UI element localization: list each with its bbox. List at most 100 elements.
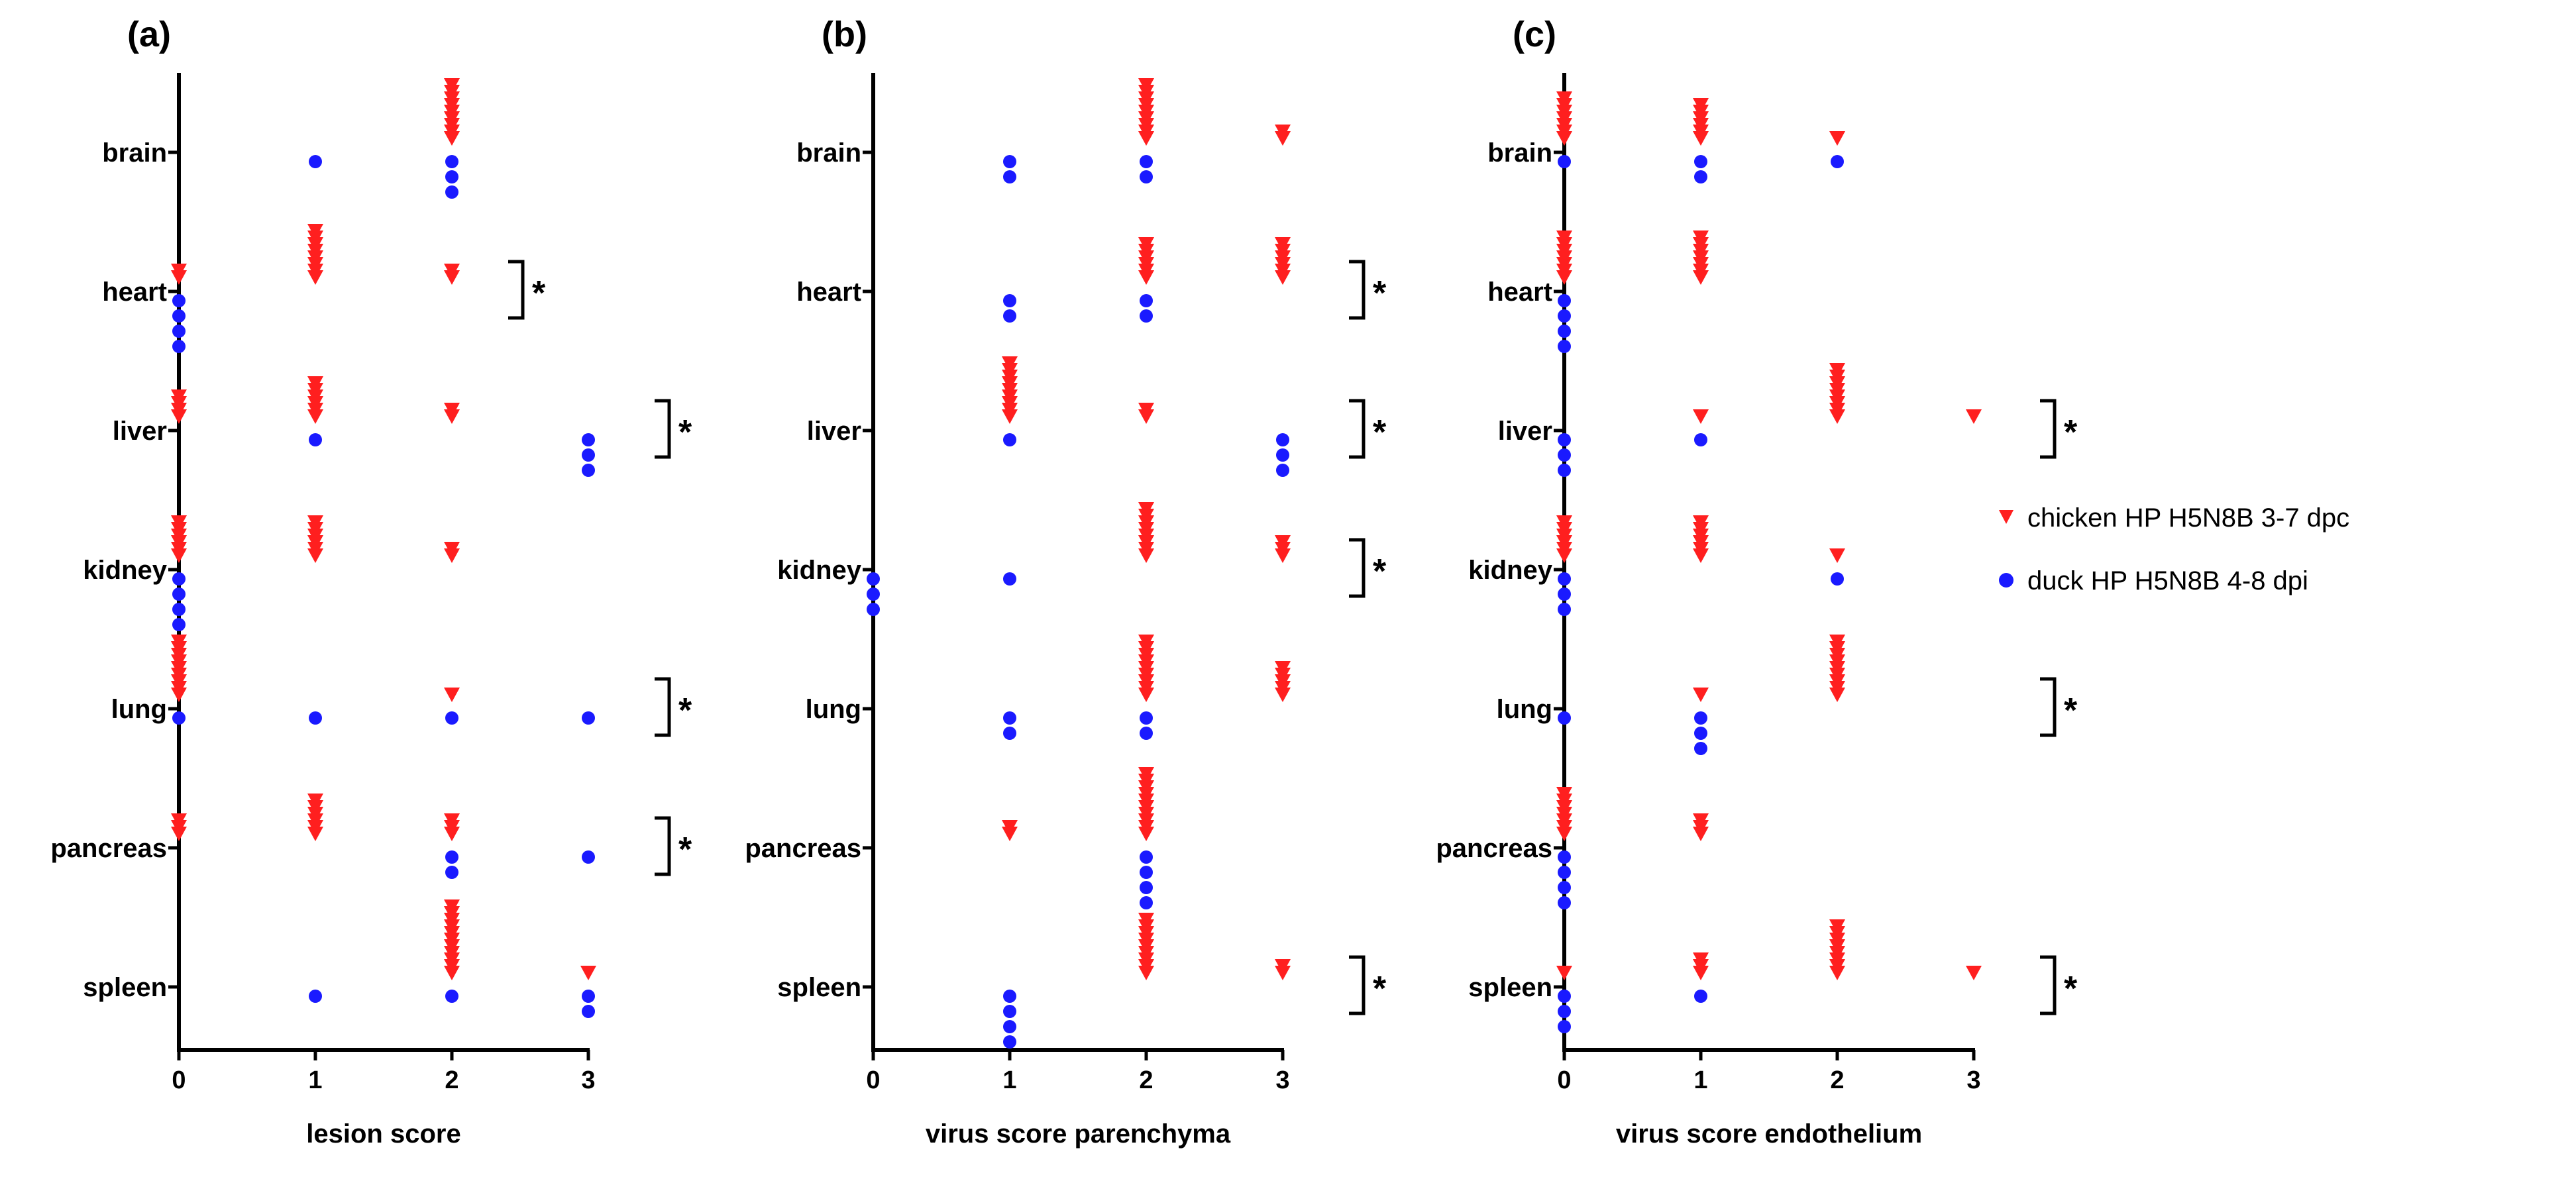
chicken-point xyxy=(1966,409,1982,424)
duck-point xyxy=(1558,572,1571,586)
duck-point xyxy=(1694,155,1707,168)
chicken-point xyxy=(1138,688,1154,702)
duck-point xyxy=(1558,588,1571,601)
duck-point xyxy=(582,433,595,446)
duck-point xyxy=(172,309,186,323)
organ-label-liver: liver xyxy=(807,417,861,446)
chicken-point xyxy=(1693,966,1709,980)
significance-star: * xyxy=(678,413,692,452)
significance-star: * xyxy=(2064,970,2078,1008)
significance-star: * xyxy=(2064,692,2078,730)
chicken-point xyxy=(444,827,460,841)
chicken-point xyxy=(1556,966,1572,980)
chicken-point xyxy=(1138,131,1154,146)
organ-label-lung: lung xyxy=(111,695,167,724)
x-tick-label: 0 xyxy=(866,1066,880,1094)
chicken-point xyxy=(307,827,323,841)
duck-point xyxy=(1140,881,1153,894)
chicken-point xyxy=(1138,548,1154,563)
significance-star: * xyxy=(678,692,692,730)
significance-star: * xyxy=(532,274,546,313)
duck-point xyxy=(1140,727,1153,740)
chicken-point xyxy=(444,548,460,563)
chicken-point xyxy=(1138,409,1154,424)
duck-point xyxy=(1558,1020,1571,1033)
chicken-point xyxy=(1138,270,1154,285)
organ-label-brain: brain xyxy=(102,138,167,168)
legend: chicken HP H5N8B 3-7 dpc duck HP H5N8B 4… xyxy=(1999,503,2349,595)
duck-point xyxy=(172,588,186,601)
duck-point xyxy=(1831,572,1844,586)
significance-bracket xyxy=(655,816,671,876)
duck-point xyxy=(172,294,186,307)
duck-point xyxy=(582,1005,595,1018)
duck-point xyxy=(1003,1020,1016,1033)
x-tick-label: 1 xyxy=(1002,1066,1016,1094)
duck-point xyxy=(1694,170,1707,183)
duck-point xyxy=(1003,155,1016,168)
organ-label-pancreas: pancreas xyxy=(745,834,861,863)
duck-point xyxy=(1140,866,1153,879)
duck-point xyxy=(1558,896,1571,909)
duck-point xyxy=(1003,727,1016,740)
organ-label-heart: heart xyxy=(796,278,861,307)
duck-point xyxy=(1558,464,1571,477)
panel-c: (c) 0 1 2 3 virus score endothelium brain heart… xyxy=(1436,15,2078,1149)
significance-star: * xyxy=(1373,970,1387,1008)
x-tick-label: 2 xyxy=(1830,1066,1844,1094)
duck-point xyxy=(1558,850,1571,864)
chicken-point xyxy=(1556,270,1572,285)
x-axis-title: lesion score xyxy=(306,1119,460,1149)
duck-point xyxy=(1003,294,1016,307)
x-tick-label: 1 xyxy=(1693,1066,1707,1094)
significance-bracket xyxy=(655,677,671,737)
chicken-point xyxy=(1693,827,1709,841)
duck-point xyxy=(1140,850,1153,864)
organ-label-spleen: spleen xyxy=(1468,973,1552,1002)
organ-label-spleen: spleen xyxy=(777,973,861,1002)
duck-point xyxy=(1140,294,1153,307)
chicken-point xyxy=(1556,548,1572,563)
duck-point xyxy=(445,990,458,1003)
chicken-point xyxy=(171,270,187,285)
significance-bracket xyxy=(1349,260,1366,320)
duck-point xyxy=(1694,990,1707,1003)
duck-point xyxy=(1558,325,1571,338)
duck-point xyxy=(172,340,186,353)
duck-point xyxy=(1558,433,1571,446)
duck-point xyxy=(1558,340,1571,353)
duck-point xyxy=(1003,433,1016,446)
duck-point xyxy=(1694,742,1707,755)
duck-point xyxy=(1003,990,1016,1003)
duck-point xyxy=(445,170,458,183)
duck-point xyxy=(1694,711,1707,725)
organ-label-brain: brain xyxy=(1487,138,1552,168)
significance-bracket xyxy=(655,399,671,459)
significance-bracket xyxy=(2040,677,2057,737)
significance-bracket xyxy=(1349,955,1366,1015)
significance-bracket xyxy=(1349,538,1366,598)
duck-point xyxy=(1558,603,1571,616)
chicken-point xyxy=(171,548,187,563)
chicken-point xyxy=(1693,131,1709,146)
chicken-point xyxy=(1556,131,1572,146)
duck-point xyxy=(445,850,458,864)
duck-point xyxy=(172,572,186,586)
chicken-point xyxy=(444,409,460,424)
organ-label-kidney: kidney xyxy=(83,556,167,585)
chicken-point xyxy=(307,548,323,563)
chicken-point xyxy=(444,131,460,146)
duck-point xyxy=(1558,990,1571,1003)
duck-point xyxy=(1558,711,1571,725)
duck-point xyxy=(1140,170,1153,183)
legend-duck-marker xyxy=(1999,573,2013,588)
significance-star: * xyxy=(2064,413,2078,452)
significance-star: * xyxy=(1373,413,1387,452)
significance-star: * xyxy=(678,831,692,869)
x-axis-title: virus score parenchyma xyxy=(926,1119,1231,1149)
duck-point xyxy=(309,711,322,725)
duck-point xyxy=(172,711,186,725)
chicken-point xyxy=(1693,409,1709,424)
chicken-point xyxy=(1966,966,1982,980)
